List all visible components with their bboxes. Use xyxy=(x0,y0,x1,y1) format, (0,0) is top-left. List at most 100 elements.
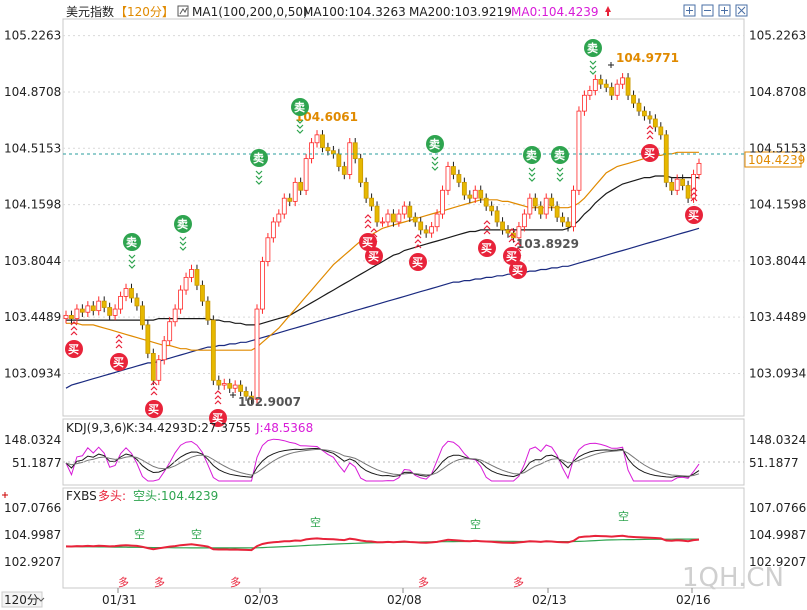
price-panel-frame xyxy=(62,18,745,417)
candle xyxy=(565,221,571,228)
candle xyxy=(658,126,664,136)
fxbs-short-signal: 空 xyxy=(618,509,629,523)
candle xyxy=(571,189,576,228)
price-tick-right: 104.8708 xyxy=(749,85,806,99)
ma200-line xyxy=(66,175,699,326)
candle xyxy=(631,94,636,104)
candle xyxy=(489,205,495,212)
buy-arrow xyxy=(646,130,654,135)
candle xyxy=(309,142,314,160)
sell-arrow xyxy=(179,241,187,246)
kdj-lines xyxy=(65,438,700,482)
fullscreen-icon[interactable] xyxy=(735,4,748,17)
candle xyxy=(532,197,538,207)
kdj-axis-mid-right: 51.1877 xyxy=(749,456,799,470)
kdj-d-value: D:27.3755 xyxy=(188,421,251,435)
candle xyxy=(401,205,407,215)
sell-arrow xyxy=(528,167,536,172)
ma-lines xyxy=(65,151,700,389)
buy-arrow xyxy=(690,192,698,197)
indicator-toggle-icon[interactable] xyxy=(177,5,189,17)
buy-signal-label: 买 xyxy=(481,242,492,255)
date-axis: 01/31 02/03 02/08 02/13 02/16 xyxy=(102,588,711,607)
buy-signal: 买 xyxy=(509,261,527,279)
buy-signal-label: 买 xyxy=(212,412,223,425)
fxbs-toggle-icon[interactable] xyxy=(2,492,8,498)
candle xyxy=(221,383,227,386)
buy-arrow xyxy=(508,233,516,238)
buy-arrow xyxy=(150,386,158,391)
buy-arrow xyxy=(214,395,222,400)
candle xyxy=(614,83,620,96)
buy-signal-label: 买 xyxy=(644,147,655,160)
buy-arrow xyxy=(414,234,422,239)
fxbs-short-line xyxy=(66,538,699,549)
candle xyxy=(527,197,533,215)
chevron-down-icon[interactable] xyxy=(37,597,45,602)
low-annotation: 102.9007 xyxy=(238,395,301,409)
price-tick-right: 103.0934 xyxy=(749,366,806,380)
buy-arrow xyxy=(364,224,372,229)
buy-arrow xyxy=(690,197,698,202)
price-tick-left: 104.8708 xyxy=(4,85,61,99)
candle xyxy=(210,319,216,381)
candle xyxy=(369,197,374,207)
sell-signal-label: 卖 xyxy=(526,148,537,162)
fxbs-short-label: 空头:104.4239 xyxy=(133,489,218,503)
sell-signal-circle xyxy=(123,233,141,251)
fxbs-axis-top-left: 107.0766 xyxy=(4,501,61,515)
buy-arrow xyxy=(115,334,123,339)
candle xyxy=(139,305,145,326)
zoom-out-icon[interactable] xyxy=(701,4,714,17)
sell-arrow xyxy=(179,246,187,251)
candle xyxy=(265,237,271,262)
sell-signal-circle xyxy=(291,98,309,116)
candle xyxy=(276,213,282,223)
buy-signal: 买 xyxy=(65,340,83,358)
candle xyxy=(451,166,456,175)
kdj-axis-top-right: 148.0324 xyxy=(749,433,806,447)
candle xyxy=(521,213,527,228)
candle xyxy=(516,226,522,239)
sell-signal: 卖 xyxy=(123,233,141,251)
gridlines xyxy=(63,35,744,374)
date-tick-label: 02/13 xyxy=(532,593,567,607)
fxbs-axis-mid-left: 104.9987 xyxy=(4,528,61,542)
price-tick-right: 104.1598 xyxy=(749,198,806,212)
candle xyxy=(669,181,675,191)
price-tick-left: 103.4489 xyxy=(4,310,61,324)
buy-signal-circle xyxy=(503,247,521,265)
candle xyxy=(69,314,74,319)
kdj-d-line xyxy=(65,448,700,477)
up-arrow-icon[interactable] xyxy=(605,6,611,16)
zoom-in-icon[interactable] xyxy=(718,4,731,17)
buy-signal: 买 xyxy=(409,253,427,271)
buy-arrow xyxy=(370,233,378,238)
candle xyxy=(167,321,173,342)
period-label[interactable]: 【120分】 xyxy=(115,5,174,19)
candle xyxy=(341,166,347,175)
candle xyxy=(232,384,238,389)
buy-arrow xyxy=(483,225,491,230)
crosshair-icon[interactable] xyxy=(683,4,696,17)
fxbs-long-signal: 多 xyxy=(118,575,129,589)
buy-signal-label: 买 xyxy=(512,264,523,277)
sell-signal: 卖 xyxy=(291,98,309,116)
buy-signal-circle xyxy=(509,261,527,279)
sell-signal-circle xyxy=(250,149,268,167)
buy-signal: 买 xyxy=(478,239,496,257)
kdj-j-line xyxy=(65,438,700,482)
candle xyxy=(549,197,555,207)
price-axis-right: 105.2263 104.8708 104.5153 104.1598 103.8044… xyxy=(749,29,806,381)
candle xyxy=(303,158,309,191)
ma-indicator-label: MA1(100,200,0,50) xyxy=(192,5,308,19)
candle xyxy=(560,216,565,223)
sell-signal: 卖 xyxy=(174,215,192,233)
sell-signal-circle xyxy=(174,215,192,233)
buy-signal: 买 xyxy=(503,247,521,265)
candle xyxy=(396,213,402,223)
date-tick-label: 02/08 xyxy=(387,593,422,607)
price-tick-right: 105.2263 xyxy=(749,29,806,43)
fxbs-axis-mid-right: 104.9987 xyxy=(749,528,806,542)
buy-signal-label: 买 xyxy=(368,250,379,263)
